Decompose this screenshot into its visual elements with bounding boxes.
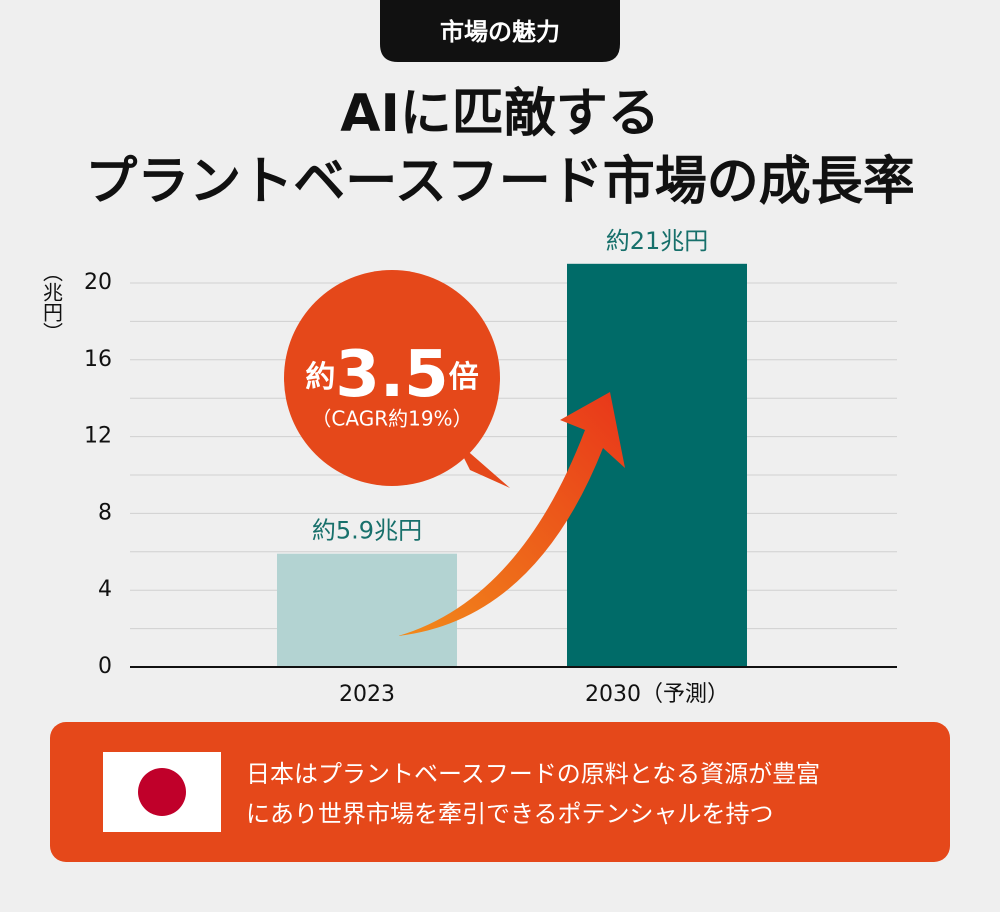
bubble xyxy=(284,270,500,486)
multiplier: 約3.5倍 xyxy=(305,338,478,412)
y-tick-label: 12 xyxy=(84,424,112,449)
footer-box xyxy=(50,722,950,862)
title-line: AIに匹敵する xyxy=(340,84,660,144)
multiplier-prefix: 約 xyxy=(305,360,335,395)
value-label: 約21兆円 xyxy=(606,227,709,255)
y-tick-label: 8 xyxy=(98,500,112,525)
value-label: 約5.9兆円 xyxy=(312,517,422,545)
y-tick-label: 20 xyxy=(84,270,112,295)
flag-disc xyxy=(138,768,186,816)
footer-line: にあり世界市場を牽引できるポテンシャルを持つ xyxy=(246,800,774,828)
multiplier-value: 3.5 xyxy=(335,338,448,412)
y-tick-label: 4 xyxy=(98,577,112,602)
title-line: プラントベースフード市場の成長率 xyxy=(85,152,914,212)
tag-pill xyxy=(380,0,620,62)
plot: 0 4 8 12 16 20 約5.9兆円 2023 約21兆円 2030（予測） xyxy=(84,227,897,707)
tag: 市場の魅力 xyxy=(440,18,560,46)
callout: 約3.5倍 （CAGR約19%） xyxy=(284,270,510,488)
y-tick-label: 0 xyxy=(98,654,112,679)
bar xyxy=(567,263,747,667)
y-tick-label: 16 xyxy=(84,347,112,372)
growth-arrow xyxy=(398,392,625,636)
cagr-note: （CAGR約19%） xyxy=(311,407,472,431)
x-tick-label: 2030（予測） xyxy=(585,682,729,707)
footer-line: 日本はプラントベースフードの原料となる資源が豊富 xyxy=(246,760,820,788)
multiplier-suffix: 倍 xyxy=(449,360,479,395)
x-tick-label: 2023 xyxy=(339,682,395,707)
bar xyxy=(277,553,457,667)
y-axis-label: （兆円） xyxy=(40,262,64,342)
